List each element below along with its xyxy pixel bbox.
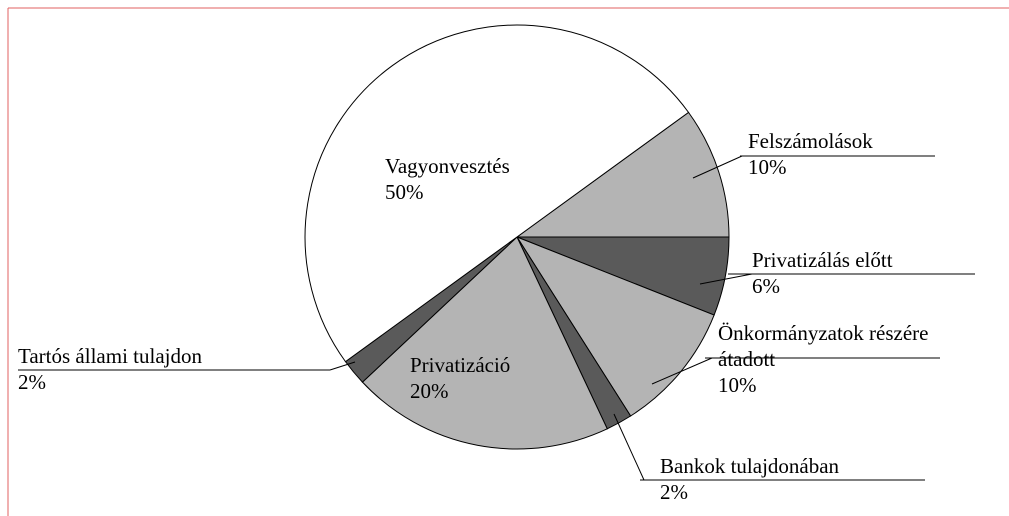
slice-label: Felszámolások 10% bbox=[748, 128, 948, 180]
category-name: Önkormányzatok részére átadott bbox=[718, 321, 929, 371]
category-name: Privatizálás előtt bbox=[752, 248, 893, 272]
slice-label: Bankok tulajdonában 2% bbox=[660, 453, 950, 505]
slice-label: Tartós állami tulajdon 2% bbox=[18, 343, 338, 395]
leader-line bbox=[699, 273, 753, 285]
category-name: Tartós állami tulajdon bbox=[18, 344, 202, 368]
value-label: 6% bbox=[752, 274, 780, 298]
value-label: 10% bbox=[748, 155, 787, 179]
leader-line bbox=[613, 413, 645, 481]
pie-slice bbox=[361, 236, 608, 450]
category-name: Bankok tulajdonában bbox=[660, 454, 840, 478]
category-name: Felszámolások bbox=[748, 129, 873, 153]
value-label: 20% bbox=[410, 379, 449, 403]
value-label: 50% bbox=[385, 180, 424, 204]
slice-label: Vagyonvesztés 50% bbox=[385, 153, 605, 205]
leader-line bbox=[329, 361, 356, 371]
leader-line bbox=[651, 357, 713, 385]
value-label: 2% bbox=[18, 370, 46, 394]
value-label: 2% bbox=[660, 480, 688, 504]
category-name: Privatizáció bbox=[410, 353, 511, 377]
slice-label: Privatizálás előtt 6% bbox=[752, 247, 992, 299]
slice-label: Önkormányzatok részére átadott 10% bbox=[718, 320, 933, 398]
pie-slice bbox=[304, 24, 690, 363]
pie-slice bbox=[515, 111, 730, 238]
value-label: 10% bbox=[718, 373, 757, 397]
category-name: Vagyonvesztés bbox=[385, 154, 510, 178]
slice-label: Privatizáció 20% bbox=[410, 352, 610, 404]
leader-line bbox=[692, 155, 743, 179]
